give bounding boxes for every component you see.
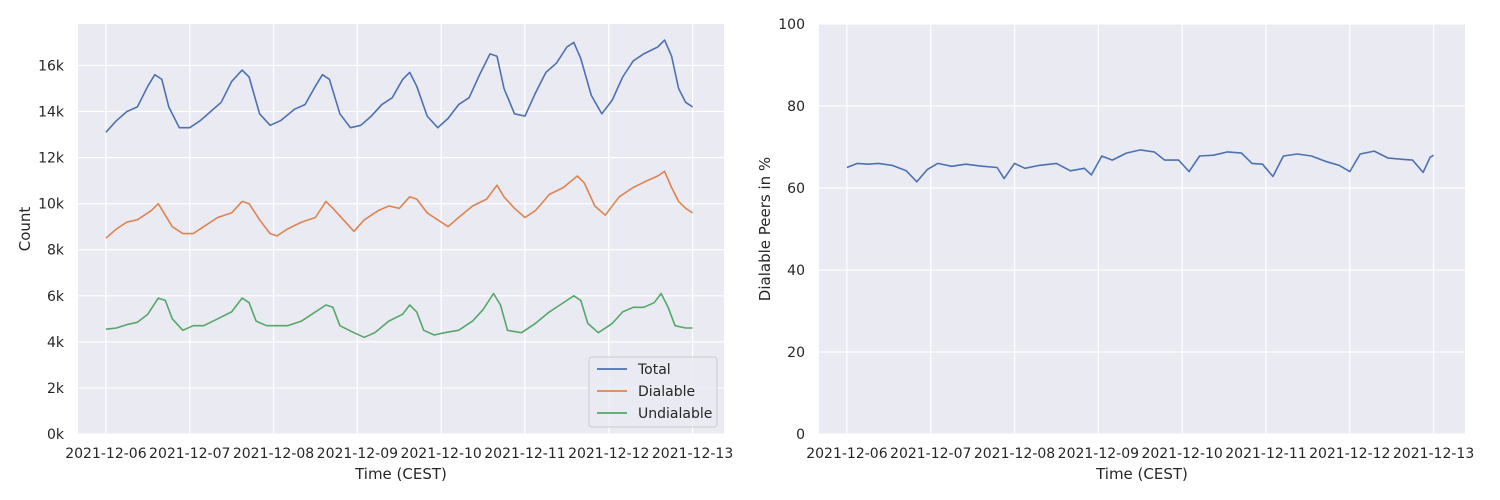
count-x-tick-label: 2021-12-07: [149, 446, 230, 462]
percent-x-tick-label: 2021-12-11: [1225, 446, 1306, 462]
dialable-line: [105, 170, 694, 239]
count-x-tick-label: 2021-12-06: [65, 446, 146, 462]
count-x-tick-label: 2021-12-11: [484, 446, 565, 462]
count-x-tick-label: 2021-12-12: [568, 446, 649, 462]
percent-y-tick-label: 20: [787, 345, 805, 361]
percent-y-tick-label: 60: [787, 181, 805, 197]
count-y-tick-labels: 0k 2k 4k 6k 8k 10k 12k 14k 16k: [38, 58, 65, 443]
percent-x-tick-label: 2021-12-07: [890, 446, 971, 462]
count-y-tick-label: 16k: [38, 58, 65, 74]
count-y-axis-title: Count: [16, 207, 34, 252]
dialable-percent-line: [846, 149, 1435, 183]
count-x-tick-label: 2021-12-10: [400, 446, 481, 462]
count-y-tick-label: 0k: [47, 427, 65, 443]
percent-x-axis-title: Time (CEST): [1095, 465, 1188, 483]
percent-y-tick-labels: 0 20 40 60 80 100: [778, 17, 805, 443]
legend-label-total: Total: [637, 362, 671, 378]
percent-x-tick-label: 2021-12-12: [1309, 446, 1390, 462]
count-y-tick-label: 2k: [47, 381, 65, 397]
percent-series-lines: [846, 149, 1435, 183]
count-x-axis-title: Time (CEST): [354, 465, 447, 483]
percent-y-tick-label: 80: [787, 99, 805, 115]
count-series-lines: [105, 39, 694, 339]
count-legend: Total Dialable Undialable: [588, 356, 718, 428]
count-y-tick-label: 14k: [38, 105, 65, 121]
percent-x-tick-label: 2021-12-09: [1058, 446, 1139, 462]
legend-label-dialable: Dialable: [638, 384, 695, 400]
count-y-tick-label: 4k: [47, 335, 65, 351]
legend-label-undialable: Undialable: [638, 406, 712, 422]
percent-y-tick-label: 100: [778, 17, 805, 33]
total-line: [105, 39, 694, 133]
count-y-tick-label: 12k: [38, 151, 65, 167]
count-x-tick-label: 2021-12-13: [652, 446, 733, 462]
legend-box: [588, 356, 718, 428]
count-y-tick-label: 10k: [38, 197, 65, 213]
percent-chart: 2021-12-06 2021-12-07 2021-12-08 2021-12-09…: [756, 17, 1474, 483]
percent-grid: [819, 23, 1465, 435]
count-y-tick-label: 8k: [47, 243, 65, 259]
undialable-line: [105, 292, 693, 339]
count-x-tick-labels: 2021-12-06 2021-12-07 2021-12-08 2021-12-09…: [65, 446, 733, 462]
percent-x-tick-label: 2021-12-13: [1393, 446, 1474, 462]
percent-x-tick-labels: 2021-12-06 2021-12-07 2021-12-08 2021-12-09…: [806, 446, 1474, 462]
count-y-tick-label: 6k: [47, 289, 65, 305]
percent-x-tick-label: 2021-12-10: [1141, 446, 1222, 462]
percent-x-tick-label: 2021-12-06: [806, 446, 887, 462]
percent-y-axis-title: Dialable Peers in %: [756, 157, 774, 301]
percent-y-tick-label: 40: [787, 263, 805, 279]
percent-plot-area: [819, 24, 1465, 434]
percent-y-tick-label: 0: [796, 427, 805, 443]
count-x-tick-label: 2021-12-09: [317, 446, 398, 462]
count-x-tick-label: 2021-12-08: [233, 446, 314, 462]
percent-x-tick-label: 2021-12-08: [974, 446, 1055, 462]
count-chart: 2021-12-06 2021-12-07 2021-12-08 2021-12-09…: [16, 24, 733, 483]
